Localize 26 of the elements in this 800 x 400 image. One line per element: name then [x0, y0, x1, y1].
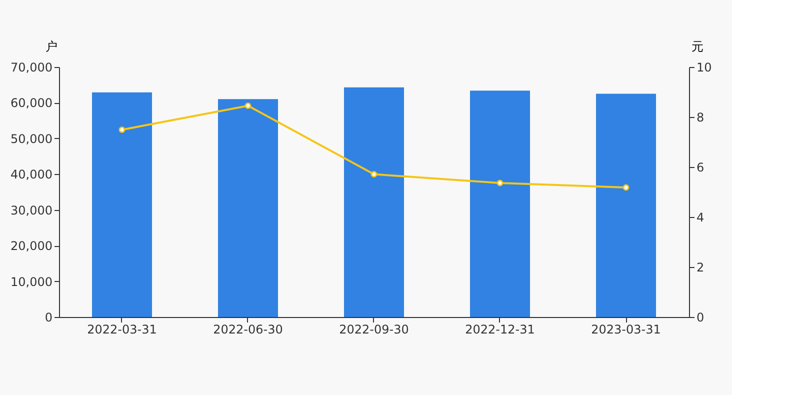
x-tick-label: 2023-03-31	[591, 322, 661, 336]
y2-tick-label: 6	[696, 160, 704, 174]
y2-tick-label: 10	[696, 60, 712, 74]
y-tick-label: 20,000	[10, 239, 52, 254]
y2-tick-label: 0	[696, 310, 704, 324]
point	[622, 184, 630, 191]
y-tick-label: 30,000	[10, 203, 52, 218]
x-tick-label: 2022-12-31	[465, 322, 535, 336]
y-tick-label: 70,000	[10, 60, 52, 74]
y-tick-label: 0	[44, 310, 52, 324]
y-axis-title: 户	[46, 40, 58, 54]
y-tick-label: 50,000	[10, 132, 52, 146]
point	[118, 126, 126, 133]
point	[244, 102, 252, 109]
y-tick-label: 40,000	[10, 168, 52, 182]
y2-tick-label: 8	[696, 110, 704, 124]
y2-tick-label: 4	[696, 210, 704, 224]
x-tick-label: 2022-06-30	[213, 322, 283, 336]
point	[370, 171, 378, 178]
x-tick-label: 2022-03-31	[87, 322, 157, 336]
y-tick-label: 10,000	[10, 274, 52, 289]
y2-axis-title: 元	[692, 40, 704, 54]
y2-tick-label: 2	[696, 260, 704, 274]
y-tick-label: 60,000	[10, 96, 52, 110]
x-tick-label: 2022-09-30	[339, 322, 409, 336]
point	[496, 180, 504, 186]
